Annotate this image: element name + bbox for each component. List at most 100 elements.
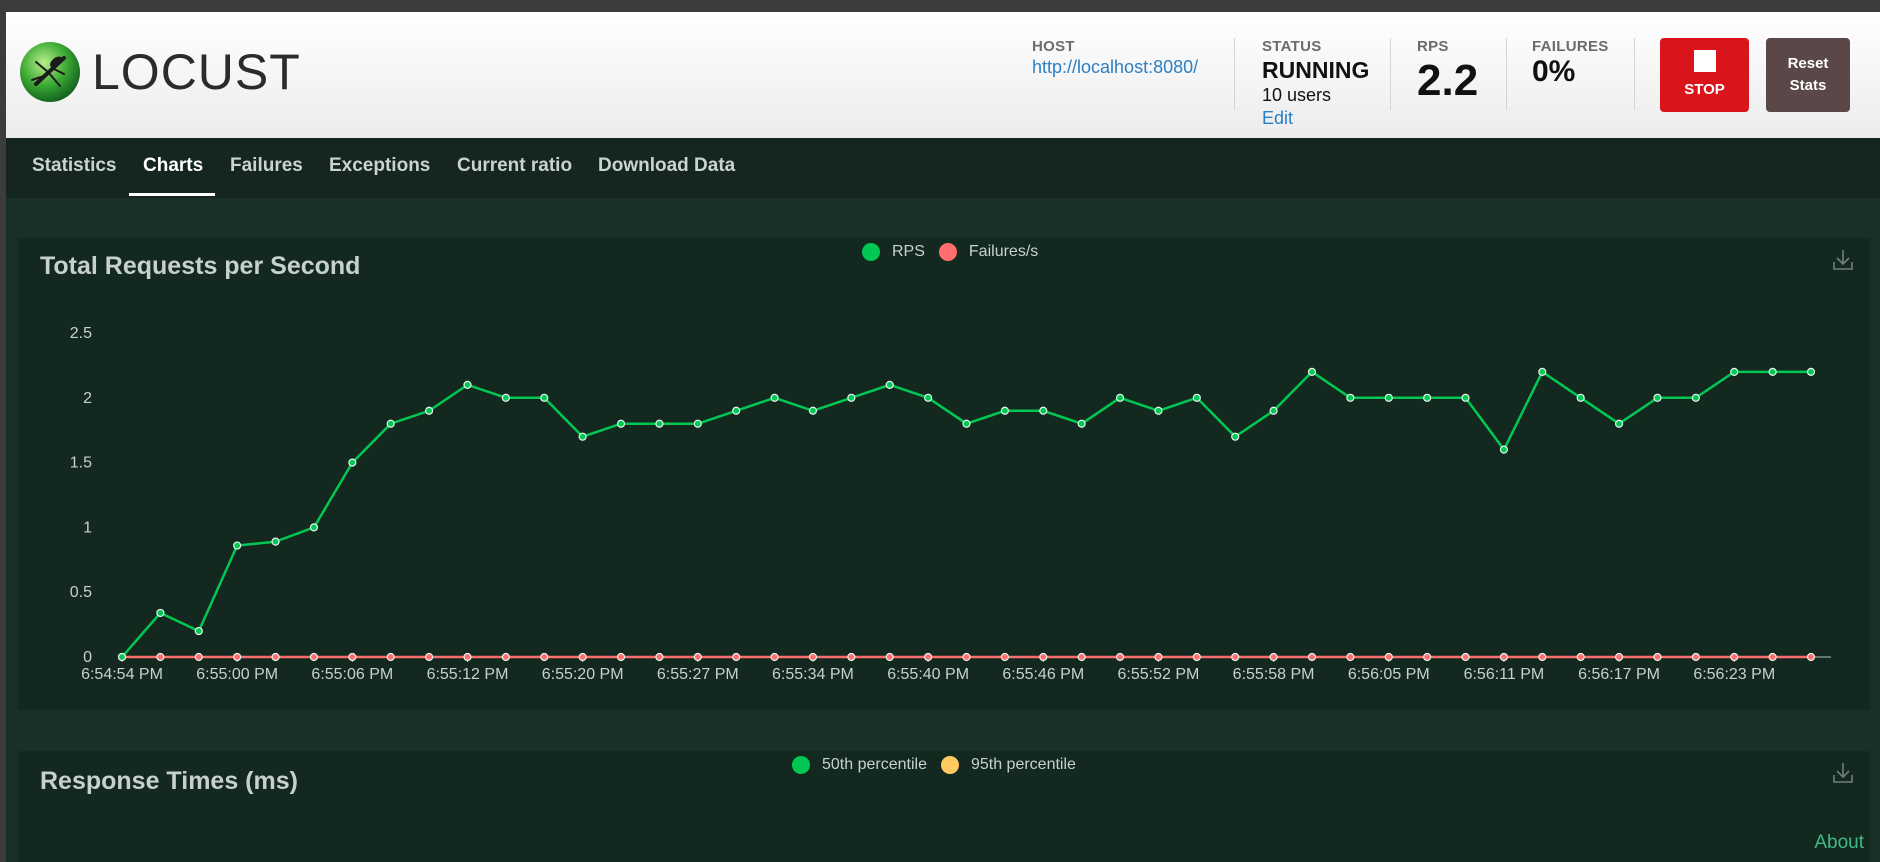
legend-dot-icon [862,243,880,261]
edit-users-link[interactable]: Edit [1262,108,1294,128]
data-point-failures [693,652,702,662]
failures-value: 0% [1532,55,1576,88]
tab-current-ratio[interactable]: Current ratio [457,155,573,176]
rps-chart-panel: Total Requests per Second RPS Failures/s… [18,238,1870,710]
x-tick-label: 6:55:58 PM [1233,666,1315,683]
x-tick-label: 6:55:00 PM [196,666,278,683]
data-point-rps [156,608,165,618]
tab-failures[interactable]: Failures [230,155,303,176]
response-times-panel: Response Times (ms) 50th percentile 95th… [18,751,1870,862]
data-point-failures [1231,652,1240,662]
rps-label: RPS [1417,38,1449,55]
data-point-rps [1691,393,1700,402]
tab-bar: Statistics Charts Failures Exceptions Cu… [6,138,1880,198]
data-point-rps [1384,393,1393,402]
data-point-rps [693,419,702,428]
y-tick-label: 1.5 [70,455,92,472]
data-point-failures [1192,652,1201,662]
about-link[interactable]: About [1814,832,1864,853]
data-point-rps [655,419,664,428]
data-point-failures [348,652,357,662]
data-point-rps [1269,406,1278,415]
legend-label: Failures/s [968,243,1039,260]
data-point-failures [1768,652,1777,662]
data-point-failures [501,652,510,662]
data-point-failures [1000,652,1009,662]
data-point-failures [309,652,319,662]
rps-chart-legend: RPS Failures/s [862,243,1052,261]
legend-item-p95[interactable]: 95th percentile [940,756,1076,774]
data-point-failures [808,652,818,662]
data-point-failures [1730,652,1739,662]
x-tick-label: 6:56:23 PM [1693,666,1775,683]
data-point-rps [1768,367,1777,376]
active-tab-indicator [129,193,215,196]
legend-item-failures[interactable]: Failures/s [938,243,1039,261]
data-point-failures [386,652,395,662]
data-point-rps [1000,406,1009,415]
data-point-rps [885,380,894,389]
y-tick-label: 0.5 [70,584,92,601]
data-point-rps [732,406,741,415]
x-tick-label: 6:55:34 PM [772,666,854,683]
legend-item-p50[interactable]: 50th percentile [792,756,927,774]
data-point-rps [962,419,971,428]
tab-statistics[interactable]: Statistics [32,155,117,176]
tab-exceptions[interactable]: Exceptions [329,155,431,176]
rps-chart: 0 0.5 1 1.5 2 2.5 6:54:54 PM 6:55:00 PM 6:55:06 … [70,325,1831,683]
failures-label: FAILURES [1532,38,1609,55]
status-block: STATUS RUNNING 10 users Edit [1262,38,1369,129]
data-point-rps [1461,393,1470,402]
legend-label: 95th percentile [970,756,1076,773]
header-divider [1234,38,1235,110]
x-tick-label: 6:55:27 PM [657,666,739,683]
legend-label: RPS [892,243,925,260]
data-point-rps [1231,432,1240,441]
data-point-failures [463,652,472,662]
data-point-failures [770,652,779,662]
rps-block: RPS 2.2 [1417,38,1478,103]
x-tick-label: 6:55:20 PM [542,666,624,683]
data-point-rps [616,419,626,428]
data-point-rps [1346,393,1355,402]
download-chart-icon[interactable] [1832,761,1854,785]
data-point-rps [1576,393,1585,402]
x-tick-label: 6:56:17 PM [1578,666,1660,683]
data-point-rps [348,458,357,467]
data-point-rps [1730,367,1739,376]
legend-label: 50th percentile [822,756,927,773]
status-label: STATUS [1262,38,1322,55]
data-point-rps [424,406,434,415]
legend-item-rps[interactable]: RPS [862,243,925,261]
data-point-failures [1614,652,1624,662]
data-point-failures [1499,652,1509,662]
data-point-rps [194,626,203,636]
data-point-rps [808,406,818,415]
data-point-failures [1538,652,1547,662]
legend-dot-icon [792,756,810,774]
x-tick-label: 6:54:54 PM [81,666,163,683]
tab-charts[interactable]: Charts [143,155,204,176]
data-point-rps [578,432,587,441]
data-point-failures [1653,652,1662,662]
data-point-rps [1499,445,1509,454]
stop-label: STOP [1684,81,1725,98]
download-chart-icon[interactable] [1832,248,1854,272]
reset-stats-button[interactable]: Reset Stats [1766,38,1850,112]
data-point-failures [616,652,626,662]
data-point-rps [1154,406,1163,415]
y-tick-label: 0 [83,649,92,666]
stop-button[interactable]: STOP [1660,38,1749,112]
data-point-rps [117,652,127,662]
tab-download-data[interactable]: Download Data [598,155,736,176]
series-line-rps [121,370,1811,658]
response-times-title: Response Times (ms) [40,767,298,795]
data-point-failures [1039,652,1048,662]
data-point-rps [386,419,395,428]
y-tick-label: 2 [83,390,92,407]
host-value: http://localhost:8080/ [1032,57,1199,77]
logo: LOCUST [18,40,301,104]
header-bar: LOCUST HOST http://localhost:8080/ STATU… [6,12,1880,138]
rps-chart-title: Total Requests per Second [40,252,361,280]
data-point-rps [501,393,510,402]
